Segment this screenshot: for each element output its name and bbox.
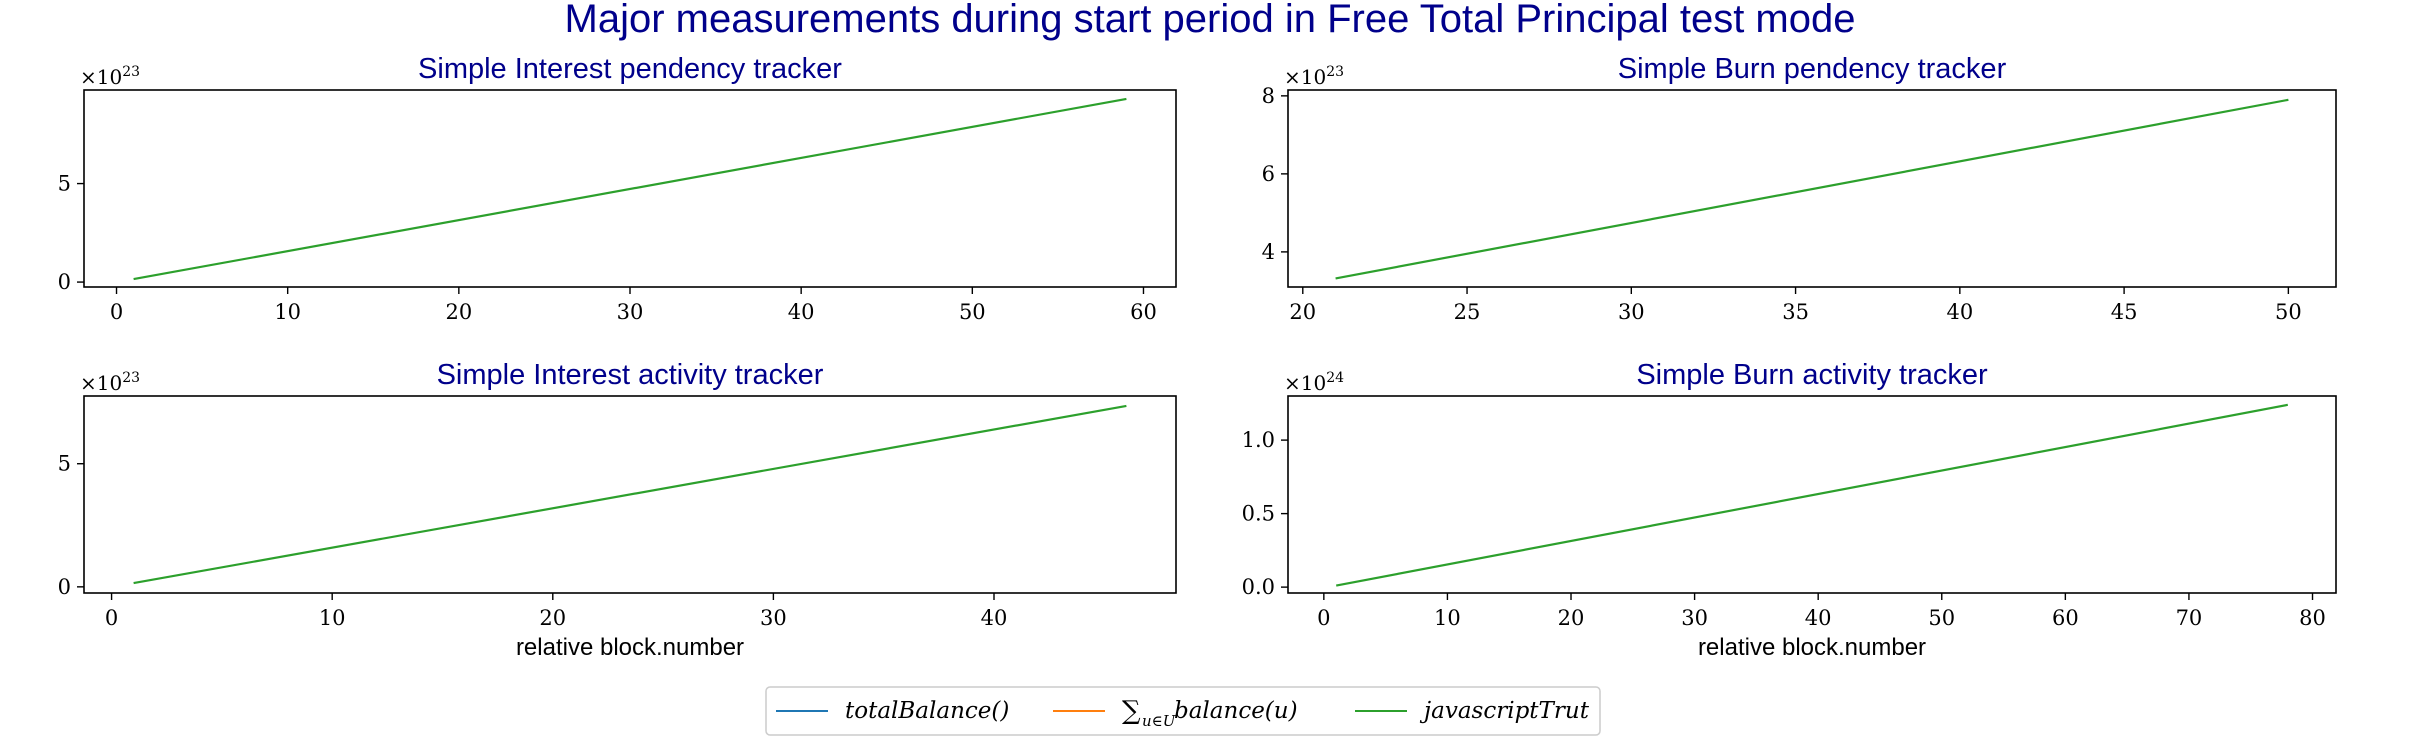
x-tick-label: 40	[1805, 606, 1832, 630]
x-tick-label: 20	[1289, 300, 1316, 324]
y-tick-label: 6	[1262, 162, 1275, 186]
x-tick-label: 20	[445, 300, 472, 324]
y-tick-label: 0	[58, 270, 71, 294]
series-line	[1335, 98, 2289, 280]
x-tick-label: 30	[1618, 300, 1645, 324]
axes-frame	[1287, 89, 2337, 288]
x-tick-label: 30	[760, 606, 787, 630]
y-tick-label: 5	[58, 452, 71, 476]
x-tick-label: 60	[1130, 300, 1157, 324]
x-tick-label: 0	[1317, 606, 1330, 630]
series-line	[133, 97, 1127, 281]
x-tick-label: 60	[2052, 606, 2079, 630]
legend-label-total-balance: totalBalance()	[845, 698, 1009, 724]
x-tick-label: 40	[788, 300, 815, 324]
x-tick-label: 40	[1946, 300, 1973, 324]
x-tick-label: 45	[2111, 300, 2138, 324]
axis-multiplier: ×1023	[1284, 64, 1344, 89]
svg-text:balance(u): balance(u)	[1174, 698, 1298, 724]
x-tick-label: 35	[1782, 300, 1809, 324]
subplot-title: Simple Interest activity tracker	[437, 359, 824, 391]
series-line	[1335, 403, 2289, 587]
legend-label-javascript-trut: javascriptTrut	[1419, 698, 1590, 724]
legend-label-sum-balance: ∑ u∈U balance(u)	[1122, 696, 1298, 730]
x-tick-label: 30	[1681, 606, 1708, 630]
x-axis-label: relative block.number	[516, 634, 744, 661]
x-tick-label: 10	[274, 300, 301, 324]
y-tick-label: 0.0	[1242, 575, 1275, 599]
x-tick-label: 50	[1928, 606, 1955, 630]
subplot-title: Simple Interest pendency tracker	[418, 53, 842, 85]
x-tick-label: 25	[1454, 300, 1481, 324]
y-tick-label: 5	[58, 172, 71, 196]
y-tick-label: 4	[1262, 240, 1275, 264]
y-tick-label: 1.0	[1242, 428, 1275, 452]
x-axis-label: relative block.number	[1698, 634, 1926, 661]
subplot-title: Simple Burn pendency tracker	[1618, 53, 2007, 85]
svg-text:u∈U: u∈U	[1142, 712, 1177, 730]
figure-title: Major measurements during start period i…	[565, 0, 1856, 41]
x-tick-label: 40	[981, 606, 1008, 630]
y-tick-label: 0	[58, 575, 71, 599]
x-tick-label: 30	[617, 300, 644, 324]
x-tick-label: 10	[319, 606, 346, 630]
y-tick-label: 0.5	[1242, 502, 1275, 526]
x-tick-label: 50	[959, 300, 986, 324]
x-tick-label: 0	[110, 300, 123, 324]
axis-multiplier: ×1023	[80, 64, 140, 89]
legend: totalBalance() ∑ u∈U balance(u) javascri…	[765, 686, 1601, 736]
x-tick-label: 0	[105, 606, 118, 630]
subplot-interest-activity: Simple Interest activity tracker 0 10 20 30 4…	[58, 359, 1177, 661]
x-tick-label: 20	[1558, 606, 1585, 630]
axis-multiplier: ×1024	[1284, 370, 1344, 395]
y-tick-label: 8	[1262, 84, 1275, 108]
axis-multiplier: ×1023	[80, 370, 140, 395]
x-tick-label: 70	[2176, 606, 2203, 630]
legend-frame	[765, 686, 1601, 736]
series-line	[133, 404, 1127, 585]
x-tick-label: 80	[2299, 606, 2326, 630]
x-tick-label: 20	[539, 606, 566, 630]
subplot-title: Simple Burn activity tracker	[1636, 359, 1988, 391]
subplot-interest-pendency: Simple Interest pendency tracker 0 10 20 30 4…	[58, 53, 1177, 324]
axes-frame	[83, 395, 1177, 594]
svg-text:∑: ∑	[1122, 696, 1141, 726]
x-tick-label: 50	[2275, 300, 2302, 324]
axes-frame	[1287, 395, 2337, 594]
x-tick-label: 10	[1434, 606, 1461, 630]
subplot-burn-activity: Simple Burn activity tracker 0 10 20 30 40 50 6…	[1242, 359, 2337, 661]
